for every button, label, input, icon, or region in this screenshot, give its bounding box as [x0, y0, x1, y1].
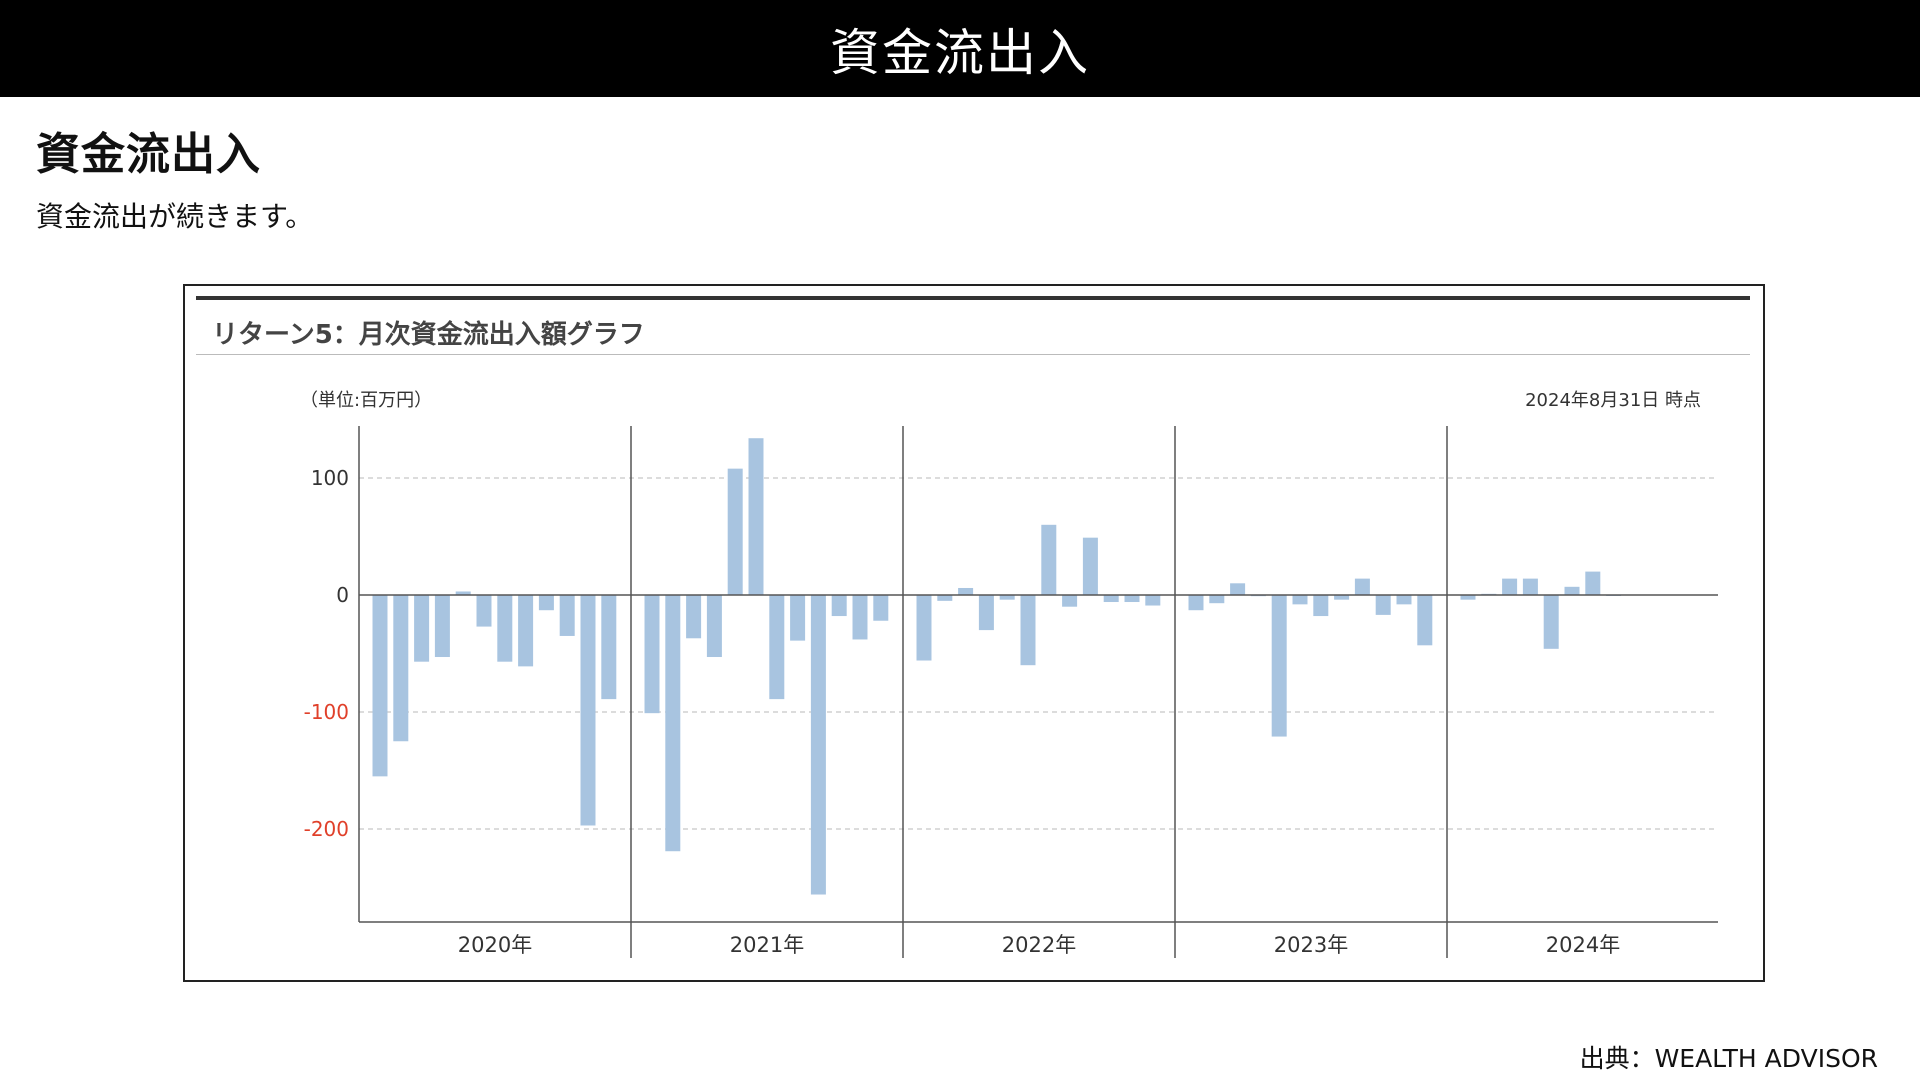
x-tick-label-year: 2023年 — [1274, 933, 1348, 957]
bar — [580, 595, 596, 826]
bar — [978, 595, 994, 631]
bar — [810, 595, 826, 895]
bar — [1564, 586, 1580, 595]
bar — [1209, 595, 1225, 604]
bar — [852, 595, 868, 640]
bar — [665, 595, 681, 852]
bar — [937, 595, 953, 601]
bar — [393, 595, 409, 742]
monthly-flow-bar-chart: 100 0 -100 -200 2020年 2021年 2022年 2023年 2024年 — [304, 426, 1718, 958]
bar — [1396, 595, 1412, 605]
bar — [1124, 595, 1140, 603]
bar — [1041, 524, 1057, 595]
bar — [706, 595, 722, 658]
bar — [1375, 595, 1391, 615]
bar — [1082, 537, 1098, 595]
page-description: 資金流出が続きます。 — [36, 200, 314, 233]
bar — [434, 595, 450, 658]
bar — [1313, 595, 1329, 617]
bar — [455, 591, 471, 595]
bar — [497, 595, 513, 662]
bar — [601, 595, 617, 700]
chart-title: リターン5：月次資金流出入額グラフ — [212, 320, 645, 350]
chart-title-top-rule — [196, 296, 1750, 300]
bar — [1417, 595, 1433, 646]
bar — [414, 595, 430, 662]
chart-panel: リターン5：月次資金流出入額グラフ （単位:百万円） 2024年8月31日 時点… — [183, 284, 1765, 982]
bar — [873, 595, 889, 621]
chart-title-divider — [196, 354, 1750, 355]
x-tick-label-year: 2020年 — [458, 933, 532, 957]
x-tick-label-year: 2022年 — [1002, 933, 1076, 957]
source-credit: 出典：WEALTH ADVISOR — [1579, 1044, 1878, 1073]
bar — [999, 595, 1015, 600]
slide-header-title: 資金流出入 — [830, 23, 1090, 82]
chart-unit-label: （単位:百万円） — [300, 390, 433, 411]
bar — [916, 595, 932, 661]
x-tick-label-year: 2024年 — [1546, 933, 1620, 957]
bar — [958, 587, 974, 595]
bar — [1292, 595, 1308, 605]
slide-header: 資金流出入 — [0, 0, 1920, 97]
bar — [1460, 595, 1476, 600]
bar — [1502, 578, 1518, 595]
bar — [748, 438, 764, 595]
bar — [1062, 595, 1078, 607]
bar — [1230, 583, 1246, 595]
bar — [1354, 578, 1370, 595]
bar — [1585, 571, 1601, 595]
bar — [1020, 595, 1036, 666]
bar — [1271, 595, 1287, 737]
y-tick-label: -100 — [304, 700, 349, 724]
page-heading: 資金流出入 — [36, 129, 261, 180]
bar — [372, 595, 388, 777]
bar — [769, 595, 785, 700]
chart-as-of-label: 2024年8月31日 時点 — [1525, 390, 1701, 411]
bar — [686, 595, 702, 639]
bar — [559, 595, 575, 636]
bar — [538, 595, 554, 611]
bar — [1543, 595, 1559, 649]
bar — [518, 595, 534, 667]
bar — [644, 595, 660, 714]
bar — [727, 468, 743, 595]
bar — [476, 595, 492, 627]
bar — [831, 595, 847, 617]
y-tick-label: 0 — [336, 583, 349, 607]
bar — [1522, 578, 1538, 595]
bar — [1334, 595, 1350, 600]
bar — [790, 595, 806, 641]
bar — [1145, 595, 1161, 606]
bar — [1188, 595, 1204, 611]
y-tick-label: 100 — [311, 466, 349, 490]
y-tick-label: -200 — [304, 817, 349, 841]
x-tick-label-year: 2021年 — [730, 933, 804, 957]
bar — [1103, 595, 1119, 603]
